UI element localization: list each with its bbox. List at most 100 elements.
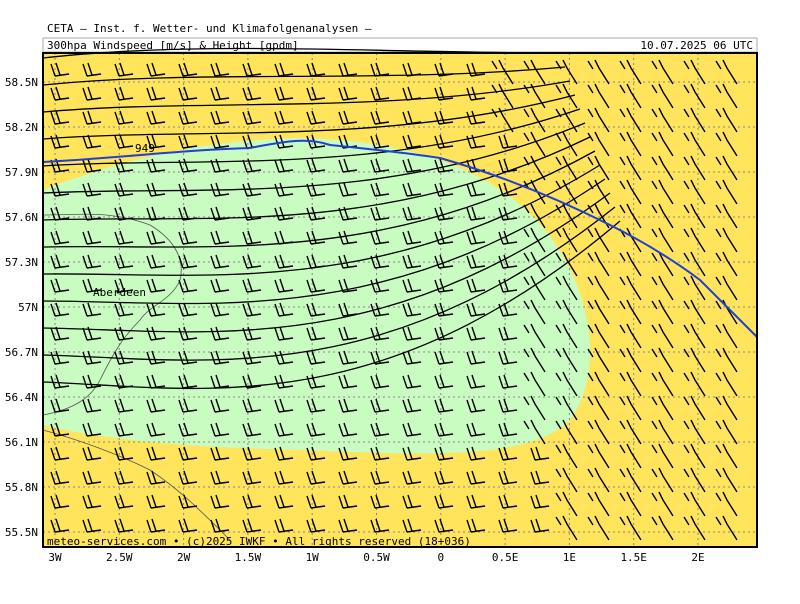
wind-barb bbox=[114, 494, 134, 509]
wind-barb bbox=[114, 518, 134, 533]
wind-barb bbox=[210, 494, 230, 509]
wind-barb bbox=[146, 302, 166, 317]
wind-barb bbox=[50, 494, 70, 509]
wind-barb bbox=[523, 155, 546, 181]
wind-barb bbox=[274, 110, 294, 125]
wind-barb bbox=[466, 86, 486, 101]
wind-barb bbox=[370, 110, 390, 125]
wind-barb bbox=[242, 254, 262, 269]
wind-barb bbox=[466, 446, 486, 461]
wind-barb bbox=[370, 302, 390, 317]
wind-barb bbox=[683, 251, 706, 277]
wind-barb bbox=[466, 398, 486, 413]
wind-barb bbox=[587, 203, 610, 229]
wind-barb bbox=[555, 467, 578, 493]
wind-barb bbox=[555, 443, 578, 469]
wind-barb bbox=[619, 179, 642, 205]
wind-barb bbox=[523, 227, 546, 253]
lon-label: 0.5E bbox=[492, 551, 519, 564]
wind-barb bbox=[370, 206, 390, 221]
wind-barb bbox=[210, 326, 230, 341]
wind-barb bbox=[370, 374, 390, 389]
wind-barb bbox=[683, 299, 706, 325]
wind-barb bbox=[683, 203, 706, 229]
wind-barb bbox=[619, 515, 642, 541]
wind-barb bbox=[210, 110, 230, 125]
wind-barb bbox=[715, 251, 738, 277]
wind-barb bbox=[683, 443, 706, 469]
wind-barb bbox=[715, 419, 738, 445]
footer: meteo-services.com • (c)2025 IWKF • All … bbox=[47, 535, 471, 548]
wind-barb bbox=[466, 374, 486, 389]
wind-barb bbox=[434, 302, 454, 317]
wind-barb bbox=[50, 470, 70, 485]
wind-barb bbox=[498, 254, 518, 269]
wind-barb bbox=[587, 371, 610, 397]
wind-barb bbox=[178, 134, 198, 149]
wind-barb bbox=[338, 422, 358, 437]
wind-barb bbox=[434, 62, 454, 77]
wind-barb bbox=[402, 182, 422, 197]
wind-barb bbox=[587, 467, 610, 493]
wind-barb bbox=[178, 110, 198, 125]
wind-barb bbox=[683, 179, 706, 205]
wind-barb bbox=[587, 83, 610, 109]
wind-barb bbox=[370, 446, 390, 461]
contour-line bbox=[42, 220, 621, 390]
wind-barb bbox=[434, 206, 454, 221]
wind-barb bbox=[498, 158, 518, 173]
wind-barb bbox=[370, 518, 390, 533]
wind-barb bbox=[274, 158, 294, 173]
wind-barb bbox=[402, 422, 422, 437]
wind-barb bbox=[683, 275, 706, 301]
wind-barb bbox=[178, 182, 198, 197]
wind-barb bbox=[523, 275, 546, 301]
wind-barb bbox=[466, 254, 486, 269]
wind-barb bbox=[114, 422, 134, 437]
lat-label: 56.1N bbox=[5, 436, 38, 449]
wind-barb bbox=[370, 86, 390, 101]
wind-barb bbox=[402, 326, 422, 341]
wind-barb bbox=[370, 158, 390, 173]
wind-barb bbox=[50, 86, 70, 101]
wind-barb bbox=[466, 518, 486, 533]
wind-barb bbox=[587, 395, 610, 421]
wind-barb bbox=[338, 494, 358, 509]
wind-barb bbox=[715, 227, 738, 253]
wind-barb bbox=[370, 254, 390, 269]
wind-barb bbox=[587, 515, 610, 541]
wind-barb bbox=[651, 299, 674, 325]
wind-barb bbox=[683, 395, 706, 421]
wind-barb bbox=[146, 254, 166, 269]
wind-barb bbox=[715, 347, 738, 373]
wind-barb bbox=[114, 206, 134, 221]
wind-barb bbox=[619, 83, 642, 109]
wind-barb bbox=[274, 62, 294, 77]
institute: CETA – Inst. f. Wetter- und Klimafolgena… bbox=[47, 22, 372, 35]
wind-barb bbox=[523, 323, 546, 349]
wind-barb bbox=[402, 470, 422, 485]
wind-barb bbox=[50, 182, 70, 197]
wind-barb bbox=[274, 302, 294, 317]
wind-barb bbox=[555, 155, 578, 181]
wind-barb bbox=[434, 86, 454, 101]
wind-barb bbox=[651, 515, 674, 541]
wind-barb bbox=[619, 395, 642, 421]
wind-barb bbox=[306, 278, 326, 293]
wind-barb bbox=[498, 134, 518, 149]
wind-barb bbox=[491, 107, 514, 133]
wind-barb bbox=[338, 230, 358, 245]
wind-barb bbox=[434, 134, 454, 149]
wind-barb bbox=[82, 422, 102, 437]
lon-label: 1W bbox=[306, 551, 320, 564]
contour-line bbox=[42, 192, 611, 333]
wind-barb bbox=[587, 179, 610, 205]
wind-barb bbox=[715, 179, 738, 205]
wind-barb bbox=[683, 467, 706, 493]
wind-barb bbox=[434, 518, 454, 533]
wind-barb bbox=[619, 467, 642, 493]
wind-barb bbox=[402, 398, 422, 413]
wind-barb bbox=[402, 62, 422, 77]
wind-barb bbox=[50, 350, 70, 365]
wind-barb bbox=[178, 494, 198, 509]
